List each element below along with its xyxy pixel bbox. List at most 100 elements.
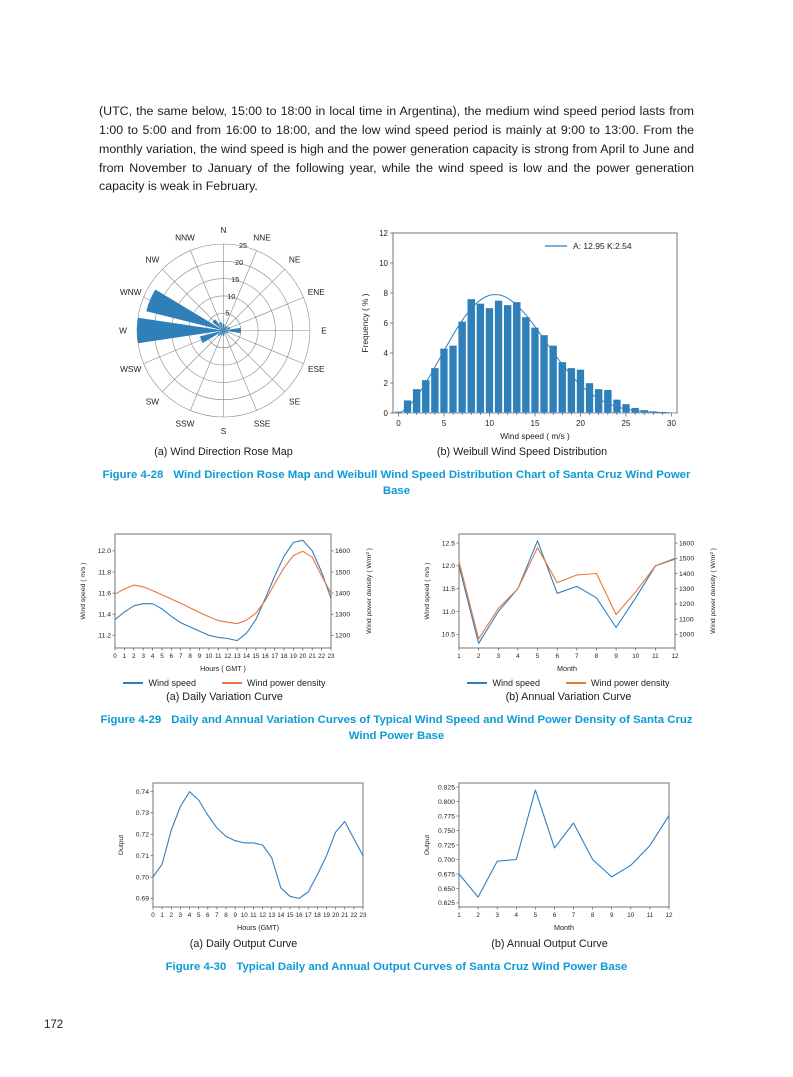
svg-text:18: 18: [280, 653, 288, 660]
svg-text:4: 4: [187, 912, 191, 919]
svg-text:16: 16: [295, 912, 303, 919]
svg-text:17: 17: [304, 912, 312, 919]
svg-text:6: 6: [206, 912, 210, 919]
svg-text:NNW: NNW: [175, 233, 195, 243]
svg-text:WNW: WNW: [120, 287, 142, 297]
svg-text:14: 14: [242, 653, 250, 660]
svg-text:21: 21: [341, 912, 349, 919]
svg-text:Wind speed ( m/s ): Wind speed ( m/s ): [500, 431, 570, 441]
svg-text:4: 4: [516, 653, 520, 660]
legend-item: Wind power density: [221, 678, 326, 689]
svg-text:4: 4: [514, 912, 518, 919]
legend-label: Wind speed: [148, 678, 196, 689]
svg-text:13: 13: [233, 653, 241, 660]
svg-text:8: 8: [224, 912, 228, 919]
svg-text:0.750: 0.750: [437, 828, 454, 835]
weibull-block: 0 5 10 15 20 25 30 0 2 4 6 8 10 12 Wind speed ( m/s ) F…: [357, 225, 687, 458]
svg-text:7: 7: [178, 653, 182, 660]
svg-text:6: 6: [384, 319, 389, 328]
svg-text:4: 4: [150, 653, 154, 660]
figure-4-30-caption-text: Typical Daily and Annual Output Curves o…: [236, 961, 628, 974]
svg-text:19: 19: [289, 653, 297, 660]
chart-legend: Wind speed Wind power density: [123, 678, 326, 689]
svg-text:23: 23: [359, 912, 367, 919]
svg-text:25: 25: [239, 241, 247, 250]
svg-text:1200: 1200: [335, 633, 350, 640]
svg-text:12: 12: [671, 653, 679, 660]
svg-text:21: 21: [308, 653, 316, 660]
svg-text:1600: 1600: [335, 548, 350, 555]
daily-output-block: 0 1 2 3 4 5 6 7 8 9 10 11 12 13 14 15 16 17 18 19 20 21 22 23 0.…: [113, 775, 375, 950]
svg-text:1600: 1600: [679, 541, 694, 548]
svg-text:0.700: 0.700: [437, 857, 454, 864]
svg-text:18: 18: [313, 912, 321, 919]
document-page-content: (UTC, the same below, 15:00 to 18:00 in …: [80, 0, 717, 976]
daily-output-chart: 0 1 2 3 4 5 6 7 8 9 10 11 12 13 14 15 16 17 18 19 20 21 22 230.…: [118, 782, 367, 932]
annual-variation-block: 1 2 3 4 5 6 7 8 9 10 11 12 10.5 11.0 11.5 12.0 12.5 1000 1…: [419, 526, 719, 703]
svg-text:1100: 1100: [679, 617, 694, 624]
svg-text:Wind speed ( m/s ): Wind speed ( m/s ): [424, 563, 431, 620]
legend-line-swatch: [123, 682, 144, 685]
legend-item: Wind speed: [123, 678, 196, 688]
svg-text:7: 7: [215, 912, 219, 919]
legend-label: Wind speed: [492, 678, 540, 689]
svg-text:12: 12: [379, 229, 388, 238]
svg-text:15: 15: [531, 419, 540, 428]
svg-text:20: 20: [332, 912, 340, 919]
legend-line-swatch: [221, 682, 242, 685]
legend-line-swatch: [467, 682, 488, 685]
svg-text:2: 2: [132, 653, 136, 660]
svg-text:Hours (GMT): Hours (GMT): [237, 923, 279, 932]
svg-text:SW: SW: [146, 397, 160, 407]
figure-4-28-label: Figure 4-28: [102, 469, 164, 482]
svg-text:0: 0: [396, 419, 401, 428]
svg-text:2: 2: [476, 912, 480, 919]
svg-text:0.725: 0.725: [437, 842, 454, 849]
svg-text:6: 6: [169, 653, 173, 660]
svg-text:15: 15: [252, 653, 260, 660]
legend-item: Wind power density: [565, 678, 670, 688]
svg-text:11: 11: [652, 653, 659, 660]
figure-4-30-caption: Figure 4-30 Typical Daily and Annual Outp…: [99, 960, 694, 976]
svg-text:0.625: 0.625: [437, 900, 454, 907]
svg-text:8: 8: [590, 912, 594, 919]
svg-text:6: 6: [552, 912, 556, 919]
wind-rose-chart: N NNE NE ENE E ESE SE SSE S SSW SW WSW W WNW NW NNW 5 10 1…: [119, 225, 327, 436]
svg-text:ESE: ESE: [308, 364, 325, 374]
weibull-distribution-chart: 0 5 10 15 20 25 30 0 2 4 6 8 10 12 Wind speed ( m/s ) F…: [360, 229, 678, 441]
svg-text:NNE: NNE: [253, 233, 271, 243]
svg-text:0: 0: [151, 912, 155, 919]
svg-text:14: 14: [277, 912, 285, 919]
svg-text:12: 12: [259, 912, 267, 919]
svg-text:11.4: 11.4: [98, 612, 111, 619]
svg-text:12.5: 12.5: [441, 541, 454, 548]
svg-text:1: 1: [160, 912, 164, 919]
figure-4-30-label: Figure 4-30: [165, 961, 227, 974]
svg-text:3: 3: [178, 912, 182, 919]
figure-4-29-row: 0 1 2 3 4 5 6 7 8 9 10 11 12 13 14 15 16 17 18 19 20 21 22 23 11…: [80, 526, 717, 703]
figure-4-30-row: 0 1 2 3 4 5 6 7 8 9 10 11 12 13 14 15 16 17 18 19 20 21 22 23 0.…: [99, 775, 694, 950]
svg-text:1500: 1500: [335, 569, 350, 576]
svg-text:Month: Month: [554, 923, 574, 932]
svg-text:12: 12: [665, 912, 673, 919]
svg-text:1300: 1300: [335, 612, 350, 619]
legend-item: Wind speed: [467, 678, 540, 688]
subcaption-annual-variation: (b) Annual Variation Curve: [505, 691, 632, 704]
svg-text:25: 25: [622, 419, 631, 428]
figure-4-28-caption: Figure 4-28 Wind Direction Rose Map and W…: [99, 468, 694, 500]
daily-variation-chart: 0 1 2 3 4 5 6 7 8 9 10 11 12 13 14 15 16 17 18 19 20 21 22 2311…: [80, 533, 373, 673]
svg-text:7: 7: [571, 912, 575, 919]
svg-text:8: 8: [594, 653, 598, 660]
annual-output-block: 1 2 3 4 5 6 7 8 9 10 11 12 0.625 0.650 0.675 0.700 0.725…: [419, 775, 681, 950]
svg-text:30: 30: [667, 419, 676, 428]
svg-text:11.2: 11.2: [98, 633, 111, 640]
svg-text:3: 3: [141, 653, 145, 660]
svg-text:1200: 1200: [679, 601, 694, 608]
chart-legend: Wind speed Wind power density: [467, 678, 670, 688]
svg-text:11.8: 11.8: [98, 569, 111, 576]
svg-text:1: 1: [457, 653, 461, 660]
figure-4-28-row: N NNE NE ENE E ESE SE SSE S SSW SW WSW W WNW NW NNW 5 10 1…: [99, 218, 694, 458]
legend-label: Wind power density: [246, 678, 326, 689]
svg-text:ENE: ENE: [308, 287, 326, 297]
figure-4-29-caption: Figure 4-29 Daily and Annual Variation Cu…: [99, 713, 694, 745]
